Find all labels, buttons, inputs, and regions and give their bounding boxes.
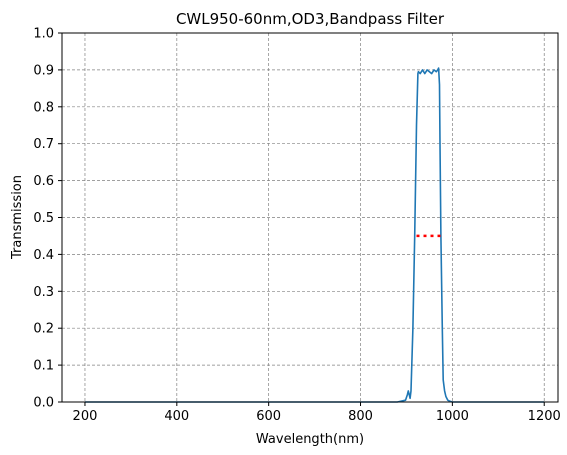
y-tick-label: 0.5 (33, 211, 54, 226)
y-tick-label: 1.0 (33, 27, 54, 42)
y-tick-label: 0.2 (33, 322, 54, 337)
y-tick-label: 0.1 (33, 359, 54, 374)
y-tick-label: 0.9 (33, 63, 54, 78)
y-tick-label: 0.7 (33, 137, 54, 152)
x-tick-label: 400 (164, 409, 189, 424)
series-group (85, 67, 545, 403)
y-axis-title: Transmission (10, 175, 25, 260)
x-tick-label: 600 (256, 409, 281, 424)
axis-ticks: 200 400 600 800 1000 1200 0.0 0.1 0.2 0.3 0.4 0.5 0.… (33, 27, 560, 425)
y-tick-label: 0.8 (33, 100, 54, 115)
y-tick-label: 0.6 (33, 174, 54, 189)
x-tick-label: 1000 (436, 409, 469, 424)
x-tick-label: 200 (73, 409, 98, 424)
grid (62, 32, 558, 403)
x-tick-label: 800 (348, 409, 373, 424)
y-tick-label: 0.4 (33, 248, 54, 263)
chart-title: CWL950-60nm,OD3,Bandpass Filter (176, 10, 445, 28)
y-tick-label: 0.3 (33, 285, 54, 300)
x-axis-title: Wavelength(nm) (256, 432, 364, 447)
y-tick-label: 0.0 (33, 396, 54, 411)
transmission-curve (85, 67, 545, 403)
x-tick-label: 1200 (528, 409, 561, 424)
